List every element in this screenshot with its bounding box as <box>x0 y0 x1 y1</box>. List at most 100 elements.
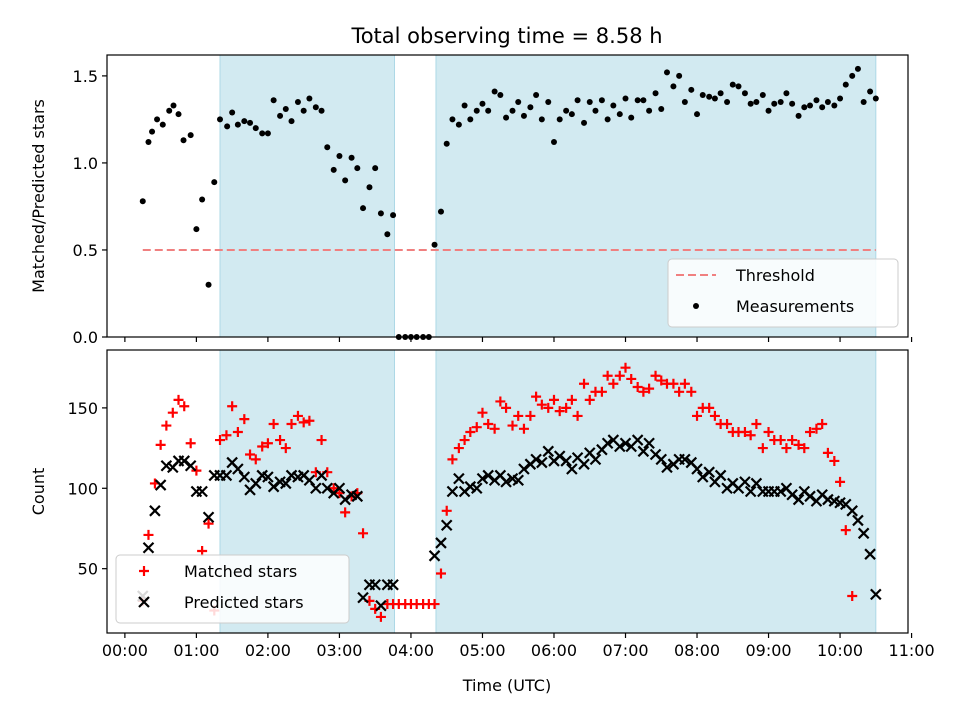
data-point <box>154 479 167 491</box>
data-point <box>614 370 625 381</box>
data-point <box>277 112 284 119</box>
data-point <box>286 418 297 429</box>
data-point <box>735 83 742 90</box>
data-point <box>663 69 670 76</box>
x-tick-label: 09:00 <box>745 641 791 660</box>
data-point <box>459 435 470 446</box>
data-point <box>817 418 828 429</box>
data-point <box>822 447 833 458</box>
data-point <box>751 418 762 429</box>
data-point <box>679 378 690 389</box>
data-point <box>336 152 343 159</box>
data-point <box>143 529 154 540</box>
data-point <box>592 107 599 114</box>
data-point <box>154 116 161 123</box>
data-point <box>661 461 673 474</box>
data-point <box>387 578 399 591</box>
data-point <box>548 394 559 405</box>
data-point <box>781 443 792 454</box>
data-point <box>187 132 194 139</box>
data-point <box>536 399 547 410</box>
y-tick-label: 1.5 <box>73 67 98 86</box>
data-point <box>224 123 231 130</box>
data-point <box>262 471 274 483</box>
count-panel: 00:00 01:00 02:00 03:00 04:00 05:00 06:00 07:00… <box>29 349 935 660</box>
data-point <box>628 114 635 121</box>
data-point <box>483 418 494 429</box>
data-point <box>637 445 650 458</box>
data-point <box>824 99 831 105</box>
data-point <box>842 81 849 88</box>
data-point <box>476 472 489 485</box>
data-point <box>783 90 790 97</box>
data-point <box>620 362 631 373</box>
legend-box <box>667 258 899 328</box>
data-point <box>538 116 545 123</box>
x-tick-label: 00:00 <box>102 641 148 660</box>
data-point <box>722 418 733 429</box>
data-point <box>536 456 548 469</box>
data-point <box>455 121 462 128</box>
x-tick-label: 10:00 <box>817 641 863 660</box>
data-point <box>372 165 379 172</box>
y-tick-label: 50 <box>78 560 98 579</box>
data-point <box>739 427 750 438</box>
data-point <box>324 144 331 151</box>
data-point <box>467 116 474 123</box>
data-point <box>241 118 248 125</box>
data-point <box>267 480 280 493</box>
data-point <box>799 443 810 454</box>
data-point <box>179 401 190 412</box>
data-point <box>650 370 661 381</box>
data-point <box>443 140 450 147</box>
data-point <box>786 488 798 501</box>
legend-label: Matched stars <box>184 562 297 581</box>
data-point <box>358 528 369 539</box>
data-point <box>501 402 512 413</box>
data-point <box>692 410 703 421</box>
data-point <box>759 92 766 99</box>
data-point <box>739 476 751 488</box>
data-point <box>872 95 879 102</box>
data-point <box>429 599 440 610</box>
data-point <box>610 102 617 109</box>
data-point <box>589 453 602 466</box>
data-point <box>655 453 668 466</box>
data-point <box>185 438 196 449</box>
data-point <box>470 482 483 495</box>
data-point <box>545 99 552 105</box>
data-point <box>173 394 184 405</box>
data-point <box>870 588 882 601</box>
data-point <box>197 545 208 556</box>
data-point <box>503 114 510 121</box>
data-point <box>205 281 212 288</box>
data-point <box>634 97 641 104</box>
data-point <box>691 463 703 475</box>
data-point <box>428 550 441 562</box>
data-point <box>298 417 309 428</box>
data-point <box>342 177 349 184</box>
data-point <box>497 92 504 99</box>
data-point <box>247 119 254 126</box>
data-point <box>437 208 444 215</box>
data-point <box>515 99 522 105</box>
data-point <box>196 485 208 498</box>
data-point <box>614 440 626 453</box>
data-point <box>787 435 798 446</box>
data-point <box>270 97 277 104</box>
x-tick-label: 07:00 <box>602 641 648 660</box>
data-point <box>763 427 774 438</box>
data-point <box>774 485 787 498</box>
y-tick-label: 0.5 <box>73 241 98 260</box>
legend-swatch <box>139 566 149 576</box>
x-tick-label: 08:00 <box>674 641 720 660</box>
data-point <box>507 420 518 431</box>
data-point <box>348 154 355 161</box>
data-point <box>757 443 768 454</box>
legend-swatch <box>693 303 699 309</box>
data-point <box>435 537 447 549</box>
data-point <box>139 198 146 205</box>
y-tick-label: 100 <box>67 479 98 498</box>
data-point <box>161 420 172 431</box>
data-point <box>765 107 772 114</box>
